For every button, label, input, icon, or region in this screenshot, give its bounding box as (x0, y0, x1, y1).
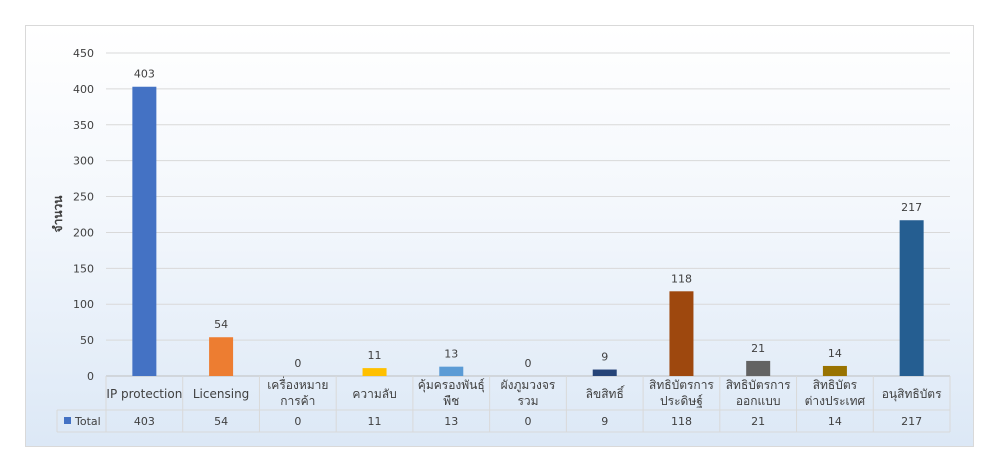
bar (592, 369, 617, 376)
bar (669, 291, 694, 376)
x-tick-label: รวม (517, 394, 538, 408)
bar (822, 365, 847, 376)
bar (746, 360, 771, 376)
data-label: 13 (444, 348, 458, 361)
data-label: 403 (134, 68, 155, 81)
table-value: 14 (828, 415, 842, 428)
table-value: 0 (525, 415, 532, 428)
x-tick-label: ลิขสิทธิ์ (586, 385, 626, 401)
table-value: 118 (671, 415, 692, 428)
x-tick-label: ความลับ (352, 387, 396, 401)
x-tick-label: ประดิษฐ์ (660, 394, 703, 408)
data-label: 11 (368, 349, 382, 362)
table-value: 403 (134, 415, 155, 428)
y-axis-label: จำนวน (51, 195, 65, 233)
data-label: 54 (214, 318, 228, 331)
x-tick-label: ผังภูมวงจร (501, 378, 556, 393)
table-value: 54 (214, 415, 228, 428)
table-value: 0 (294, 415, 301, 428)
x-tick-label: อนุสิทธิบัตร (882, 387, 942, 402)
data-label: 0 (294, 357, 301, 370)
x-tick-label: ต่างประเทศ (805, 394, 866, 408)
bar (362, 368, 387, 376)
y-tick-label: 300 (73, 155, 94, 168)
table-value: 11 (368, 415, 382, 428)
bar (132, 86, 157, 376)
x-tick-label: ออกแบบ (736, 394, 781, 408)
data-label: 14 (828, 347, 842, 360)
data-label: 217 (901, 201, 922, 214)
x-tick-label: สิทธิบัตรการ (649, 378, 714, 392)
x-tick-label: คุ้มครองพันธุ์ (418, 378, 485, 393)
y-tick-label: 200 (73, 226, 94, 239)
y-tick-label: 450 (73, 47, 94, 60)
x-tick-label: สิทธิบัตรการ (726, 378, 791, 392)
data-label: 118 (671, 272, 692, 285)
table-value: 13 (444, 415, 458, 428)
y-tick-label: 50 (80, 334, 94, 347)
data-label: 21 (751, 342, 765, 355)
bar (209, 337, 234, 376)
table-value: 9 (601, 415, 608, 428)
x-tick-label: สิทธิบัตร (813, 378, 858, 392)
legend-marker (64, 417, 71, 424)
y-tick-label: 100 (73, 298, 94, 311)
x-tick-label: เครื่องหมาย (267, 376, 328, 392)
y-tick-label: 0 (87, 370, 94, 383)
y-tick-label: 250 (73, 191, 94, 204)
legend-series-name: Total (74, 415, 101, 428)
bar (439, 366, 464, 376)
y-tick-label: 400 (73, 83, 94, 96)
y-tick-label: 350 (73, 119, 94, 132)
x-tick-label: Licensing (193, 387, 249, 401)
x-tick-label: IP protection (106, 387, 182, 401)
table-value: 217 (901, 415, 922, 428)
data-label: 9 (601, 351, 608, 364)
bar (899, 220, 924, 376)
data-label: 0 (525, 357, 532, 370)
table-value: 21 (751, 415, 765, 428)
y-tick-label: 150 (73, 262, 94, 275)
x-tick-label: การค้า (280, 394, 315, 408)
x-tick-label: พืช (443, 394, 459, 408)
